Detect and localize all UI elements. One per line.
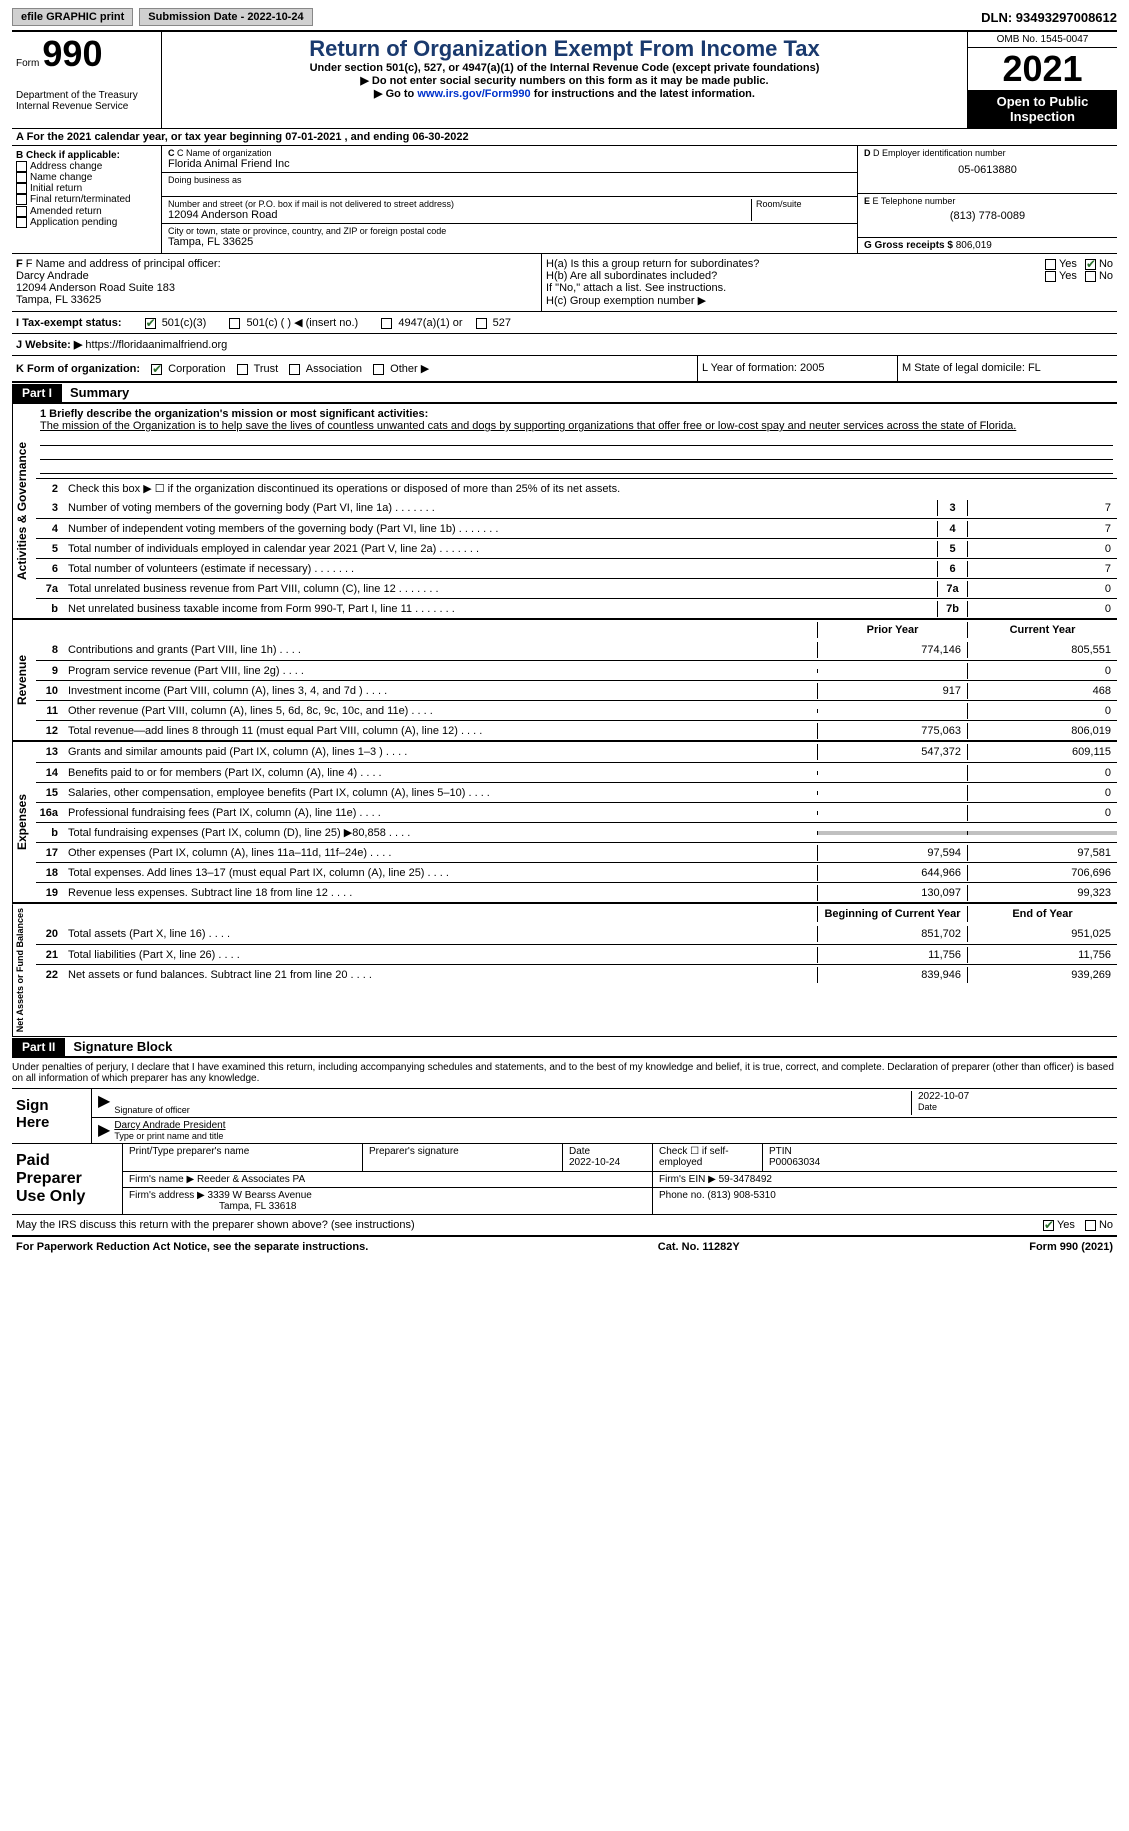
omb-number: OMB No. 1545-0047 (968, 32, 1117, 48)
sig-date-label: Date (918, 1102, 1111, 1112)
summary-line: 8 Contributions and grants (Part VIII, l… (36, 640, 1117, 660)
footer-right: Form 990 (2021) (1029, 1241, 1113, 1253)
dln-text: DLN: 93493297008612 (981, 10, 1117, 25)
summary-line: 14 Benefits paid to or for members (Part… (36, 762, 1117, 782)
summary-line: 19 Revenue less expenses. Subtract line … (36, 882, 1117, 902)
part2-header: Part II (12, 1038, 65, 1056)
tel-label: E E Telephone number (864, 196, 1111, 206)
tax-status-row: I Tax-exempt status: 501(c)(3) 501(c) ( … (12, 311, 1117, 333)
part1-title: Summary (62, 383, 137, 402)
top-toolbar: efile GRAPHIC print Submission Date - 20… (12, 8, 1117, 26)
summary-line: 20 Total assets (Part X, line 16) . . . … (36, 924, 1117, 944)
summary-line: 7a Total unrelated business revenue from… (36, 578, 1117, 598)
ha-label: H(a) Is this a group return for subordin… (546, 258, 1045, 270)
org-name: Florida Animal Friend Inc (168, 158, 851, 170)
dept-label: Department of the Treasury Internal Reve… (16, 90, 157, 112)
declaration-text: Under penalties of perjury, I declare th… (12, 1057, 1117, 1088)
footer-mid: Cat. No. 11282Y (368, 1241, 1029, 1253)
line2-text: Check this box ▶ ☐ if the organization d… (64, 480, 1117, 497)
tax-year: 2021 (968, 48, 1117, 90)
summary-line: 13 Grants and similar amounts paid (Part… (36, 742, 1117, 762)
room-label: Room/suite (756, 199, 851, 209)
governance-vlabel: Activities & Governance (12, 404, 36, 618)
arrow-icon: ▶ (98, 1120, 110, 1141)
col-b-checkboxes: B Check if applicable: Address change Na… (12, 146, 162, 253)
dba-label: Doing business as (168, 175, 851, 185)
hc-label: H(c) Group exemption number ▶ (546, 294, 1113, 307)
org-address: 12094 Anderson Road (168, 209, 751, 221)
form-header: Form 990 Department of the Treasury Inte… (12, 30, 1117, 128)
form-word: Form (16, 58, 39, 69)
expenses-vlabel: Expenses (12, 742, 36, 902)
org-city: Tampa, FL 33625 (168, 236, 851, 248)
form-org-row: K Form of organization: Corporation Trus… (12, 356, 697, 381)
row-a-period: A For the 2021 calendar year, or tax yea… (12, 128, 1117, 145)
tel-value: (813) 778-0089 (864, 210, 1111, 222)
summary-line: 12 Total revenue—add lines 8 through 11 … (36, 720, 1117, 740)
summary-line: 21 Total liabilities (Part X, line 26) .… (36, 944, 1117, 964)
summary-line: b Total fundraising expenses (Part IX, c… (36, 822, 1117, 842)
summary-line: 11 Other revenue (Part VIII, column (A),… (36, 700, 1117, 720)
sig-date: 2022-10-07 (918, 1091, 1111, 1102)
summary-line: 6 Total number of volunteers (estimate i… (36, 558, 1117, 578)
part1-header: Part I (12, 384, 62, 402)
form-title: Return of Organization Exempt From Incom… (170, 36, 959, 62)
summary-line: 10 Investment income (Part VIII, column … (36, 680, 1117, 700)
summary-line: 15 Salaries, other compensation, employe… (36, 782, 1117, 802)
state-domicile: M State of legal domicile: FL (897, 356, 1117, 381)
form-number: 990 (42, 33, 102, 74)
addr-label: Number and street (or P.O. box if mail i… (168, 199, 751, 209)
discuss-text: May the IRS discuss this return with the… (16, 1219, 1043, 1231)
mission-text: The mission of the Organization is to he… (40, 420, 1113, 432)
officer-addr: 12094 Anderson Road Suite 183 (16, 282, 537, 294)
end-year-header: End of Year (967, 906, 1117, 922)
netassets-vlabel: Net Assets or Fund Balances (12, 904, 36, 1036)
summary-line: 16a Professional fundraising fees (Part … (36, 802, 1117, 822)
form-note2: ▶ Go to www.irs.gov/Form990 for instruct… (170, 87, 959, 100)
revenue-vlabel: Revenue (12, 620, 36, 740)
sign-here-label: Sign Here (12, 1089, 92, 1143)
summary-line: b Net unrelated business taxable income … (36, 598, 1117, 618)
summary-line: 17 Other expenses (Part IX, column (A), … (36, 842, 1117, 862)
paid-preparer-label: Paid Preparer Use Only (12, 1144, 122, 1214)
efile-print-button[interactable]: efile GRAPHIC print (12, 8, 133, 26)
summary-line: 5 Total number of individuals employed i… (36, 538, 1117, 558)
officer-name: Darcy Andrade (16, 270, 537, 282)
hb-label: H(b) Are all subordinates included? (546, 270, 1045, 282)
sig-officer-label: Signature of officer (114, 1105, 911, 1115)
form-note1: ▶ Do not enter social security numbers o… (170, 74, 959, 87)
inspection-label: Open to Public Inspection (968, 90, 1117, 128)
ein-value: 05-0613880 (864, 164, 1111, 176)
summary-line: 4 Number of independent voting members o… (36, 518, 1117, 538)
prior-year-header: Prior Year (817, 622, 967, 638)
website-url: https://floridaanimalfriend.org (85, 339, 227, 351)
officer-city: Tampa, FL 33625 (16, 294, 537, 306)
summary-line: 22 Net assets or fund balances. Subtract… (36, 964, 1117, 984)
submission-date-button[interactable]: Submission Date - 2022-10-24 (139, 8, 312, 26)
year-formation: L Year of formation: 2005 (697, 356, 897, 381)
mission-label: 1 Briefly describe the organization's mi… (40, 408, 1113, 420)
summary-line: 18 Total expenses. Add lines 13–17 (must… (36, 862, 1117, 882)
irs-link[interactable]: www.irs.gov/Form990 (417, 88, 530, 100)
gross-value: 806,019 (956, 240, 992, 251)
sig-name: Darcy Andrade President (114, 1120, 1111, 1131)
org-name-label: C C Name of organization (168, 148, 851, 158)
city-label: City or town, state or province, country… (168, 226, 851, 236)
sig-name-label: Type or print name and title (114, 1131, 1111, 1141)
officer-label: F F Name and address of principal office… (16, 258, 537, 270)
summary-line: 3 Number of voting members of the govern… (36, 498, 1117, 518)
ein-label: D D Employer identification number (864, 148, 1111, 158)
begin-year-header: Beginning of Current Year (817, 906, 967, 922)
website-row: J Website: ▶ https://floridaanimalfriend… (12, 333, 1117, 355)
current-year-header: Current Year (967, 622, 1117, 638)
gross-label: G Gross receipts $ (864, 240, 953, 251)
part2-title: Signature Block (65, 1037, 180, 1056)
arrow-icon: ▶ (98, 1091, 110, 1115)
form-subtitle: Under section 501(c), 527, or 4947(a)(1)… (170, 62, 959, 74)
hb-note: If "No," attach a list. See instructions… (546, 282, 1113, 294)
summary-line: 9 Program service revenue (Part VIII, li… (36, 660, 1117, 680)
footer-left: For Paperwork Reduction Act Notice, see … (16, 1241, 368, 1253)
